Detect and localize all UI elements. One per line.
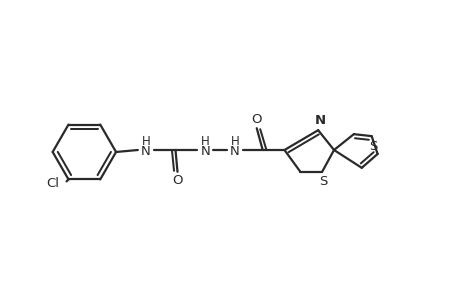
Text: S: S	[369, 140, 377, 152]
Text: N: N	[200, 146, 210, 158]
Text: H: H	[201, 135, 209, 148]
Text: O: O	[251, 113, 262, 126]
Text: N: N	[140, 146, 151, 158]
Text: Cl: Cl	[46, 177, 59, 190]
Text: O: O	[172, 174, 182, 187]
Text: N: N	[230, 146, 239, 158]
Text: H: H	[141, 135, 150, 148]
Text: H: H	[230, 135, 239, 148]
Text: S: S	[318, 175, 327, 188]
Text: N: N	[314, 114, 325, 127]
